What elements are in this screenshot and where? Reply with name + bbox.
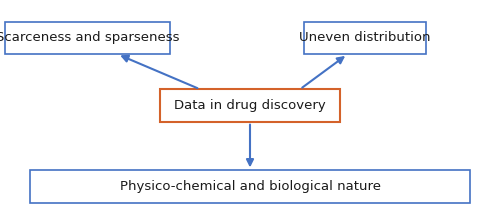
FancyBboxPatch shape (304, 22, 426, 54)
FancyBboxPatch shape (160, 89, 340, 122)
Text: Scarceness and sparseness: Scarceness and sparseness (0, 31, 179, 45)
Text: Uneven distribution: Uneven distribution (299, 31, 431, 45)
FancyBboxPatch shape (30, 170, 470, 203)
Text: Data in drug discovery: Data in drug discovery (174, 99, 326, 112)
FancyBboxPatch shape (5, 22, 170, 54)
Text: Physico-chemical and biological nature: Physico-chemical and biological nature (120, 180, 380, 193)
